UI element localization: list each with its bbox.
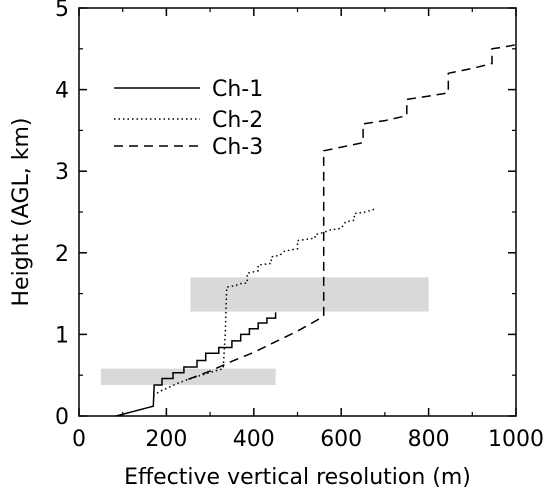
x-axis-label: Effective vertical resolution (m) bbox=[124, 465, 471, 490]
x-tick-label: 800 bbox=[408, 427, 450, 452]
axis-ticks: 0 200 400 600 800 1000 0 1 2 3 4 5 bbox=[55, 0, 544, 452]
y-tick-label: 0 bbox=[55, 405, 69, 430]
legend-label-ch-2: Ch-2 bbox=[212, 108, 263, 133]
y-axis-label: Height (AGL, km) bbox=[9, 117, 34, 306]
shaded-region-2 bbox=[190, 277, 429, 312]
x-tick-label: 1000 bbox=[488, 427, 544, 452]
y-tick-label: 3 bbox=[55, 160, 69, 185]
y-tick-label: 2 bbox=[55, 242, 69, 267]
y-tick-label: 4 bbox=[55, 79, 69, 104]
shaded-regions bbox=[100, 277, 429, 385]
x-tick-label: 400 bbox=[233, 427, 275, 452]
x-tick-label: 0 bbox=[72, 427, 86, 452]
x-tick-label: 200 bbox=[145, 427, 187, 452]
series-line-ch-2 bbox=[152, 207, 377, 397]
shaded-region-1 bbox=[100, 368, 276, 385]
legend-label-ch-3: Ch-3 bbox=[212, 135, 263, 160]
x-tick-label: 600 bbox=[320, 427, 362, 452]
series-line-ch-1 bbox=[115, 312, 277, 417]
series-line-ch-3 bbox=[188, 43, 517, 381]
series-lines bbox=[115, 43, 517, 417]
plot-frame bbox=[78, 7, 517, 417]
legend-label-ch-1: Ch-1 bbox=[212, 77, 263, 102]
y-tick-label: 1 bbox=[55, 323, 69, 348]
legend: Ch-1 Ch-2 Ch-3 bbox=[114, 77, 263, 160]
y-tick-label: 5 bbox=[55, 0, 69, 22]
